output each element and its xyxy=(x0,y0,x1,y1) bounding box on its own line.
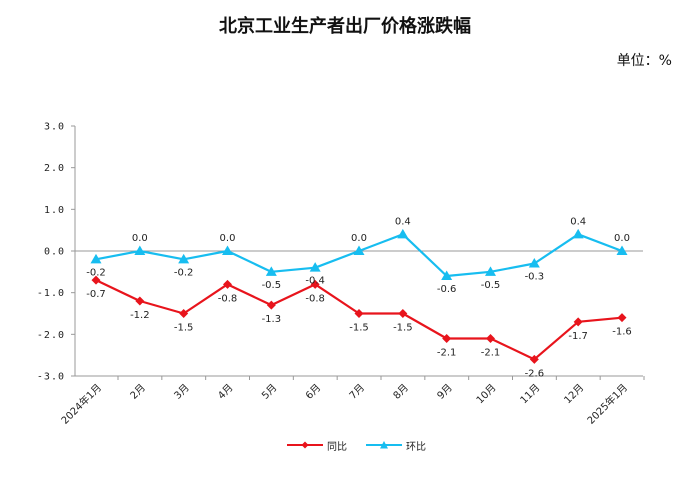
x-tick-label: 8月 xyxy=(391,382,411,402)
data-point-yoy xyxy=(486,334,495,343)
data-point-yoy xyxy=(266,300,276,310)
x-tick-label: 3月 xyxy=(172,382,192,402)
data-point-mom xyxy=(572,228,584,239)
legend-item-mom: 环比 xyxy=(366,437,426,453)
data-label-mom: 0.0 xyxy=(351,233,367,244)
data-label-yoy: -2.1 xyxy=(481,348,501,359)
x-tick-label: 4月 xyxy=(216,382,236,402)
data-label-mom: 0.4 xyxy=(570,216,586,227)
data-point-mom xyxy=(309,262,321,272)
data-point-mom xyxy=(353,245,365,255)
legend-label-yoy: 同比 xyxy=(327,441,347,453)
data-label-yoy: -0.8 xyxy=(218,293,238,304)
data-label-yoy: -1.5 xyxy=(393,323,413,334)
data-point-mom xyxy=(222,245,233,255)
data-point-mom xyxy=(528,258,540,268)
data-point-yoy xyxy=(398,309,408,318)
data-label-mom: -0.2 xyxy=(174,267,194,278)
data-label-mom: 0.0 xyxy=(132,233,148,244)
y-tick-label: -2.0 xyxy=(37,330,65,341)
data-label-yoy: -1.5 xyxy=(349,323,369,334)
chart-title: 北京工业生产者出厂价格涨跌幅 xyxy=(219,16,471,37)
data-label-mom: -0.4 xyxy=(305,276,325,287)
data-label-mom: 0.0 xyxy=(220,233,236,244)
data-label-yoy: -1.6 xyxy=(612,327,632,338)
data-point-yoy xyxy=(223,279,232,289)
x-tick-label: 2月 xyxy=(128,382,148,402)
data-label-mom: -0.5 xyxy=(262,280,282,291)
x-tick-label: 2024年1月 xyxy=(58,381,104,427)
data-label-yoy: -0.7 xyxy=(86,289,106,300)
data-label-mom: 0.0 xyxy=(614,233,630,244)
data-label-yoy: -2.6 xyxy=(525,368,545,379)
x-tick-label: 12月 xyxy=(562,382,587,407)
y-tick-label: 0.0 xyxy=(44,247,65,258)
data-label-yoy: -1.3 xyxy=(262,314,282,325)
y-tick-label: 2.0 xyxy=(44,163,65,174)
data-point-yoy xyxy=(442,334,452,343)
data-label-yoy: -2.1 xyxy=(437,348,457,359)
x-tick-label: 5月 xyxy=(259,382,279,402)
y-tick-label: -1.0 xyxy=(37,288,65,299)
data-point-mom xyxy=(90,253,102,264)
unit-label: 单位：% xyxy=(616,53,672,69)
y-tick-label: 1.0 xyxy=(44,205,65,216)
x-tick-label: 7月 xyxy=(347,382,367,402)
data-point-mom xyxy=(397,228,409,239)
data-point-yoy xyxy=(529,354,539,364)
data-point-mom xyxy=(265,266,277,276)
data-label-mom: -0.6 xyxy=(437,284,457,295)
x-tick-label: 9月 xyxy=(435,382,455,402)
data-point-yoy xyxy=(179,309,189,318)
data-point-yoy xyxy=(135,296,145,306)
data-point-mom xyxy=(616,245,628,255)
data-point-yoy xyxy=(310,279,320,289)
data-point-yoy xyxy=(573,317,583,327)
x-tick-label: 2025年1月 xyxy=(584,381,630,427)
data-label-yoy: -1.2 xyxy=(130,310,150,321)
legend-label-mom: 环比 xyxy=(406,441,426,453)
data-point-mom xyxy=(485,266,496,276)
y-tick-label: 3.0 xyxy=(44,122,65,133)
legend-swatch-yoy-icon xyxy=(287,441,323,449)
data-point-yoy xyxy=(91,275,101,285)
data-point-mom xyxy=(178,253,190,264)
y-tick-label: -3.0 xyxy=(37,372,65,383)
data-point-mom xyxy=(134,245,146,255)
data-label-mom: -0.3 xyxy=(525,272,545,283)
data-point-yoy xyxy=(354,309,364,318)
data-point-yoy xyxy=(617,313,627,323)
data-label-yoy: -0.8 xyxy=(305,293,325,304)
legend-swatch-mom-icon xyxy=(366,441,402,449)
legend-item-yoy: 同比 xyxy=(287,437,347,453)
legend: 同比 环比 xyxy=(0,437,690,453)
data-label-mom: -0.2 xyxy=(86,267,106,278)
data-label-yoy: -1.7 xyxy=(568,331,588,342)
data-point-mom xyxy=(441,270,453,280)
data-label-mom: -0.5 xyxy=(481,280,501,291)
x-tick-label: 6月 xyxy=(303,382,323,402)
data-label-yoy: -1.5 xyxy=(174,323,194,334)
x-tick-label: 11月 xyxy=(518,382,543,407)
x-tick-label: 10月 xyxy=(474,382,499,407)
series-line-yoy xyxy=(95,279,623,361)
data-label-mom: 0.4 xyxy=(395,216,411,227)
